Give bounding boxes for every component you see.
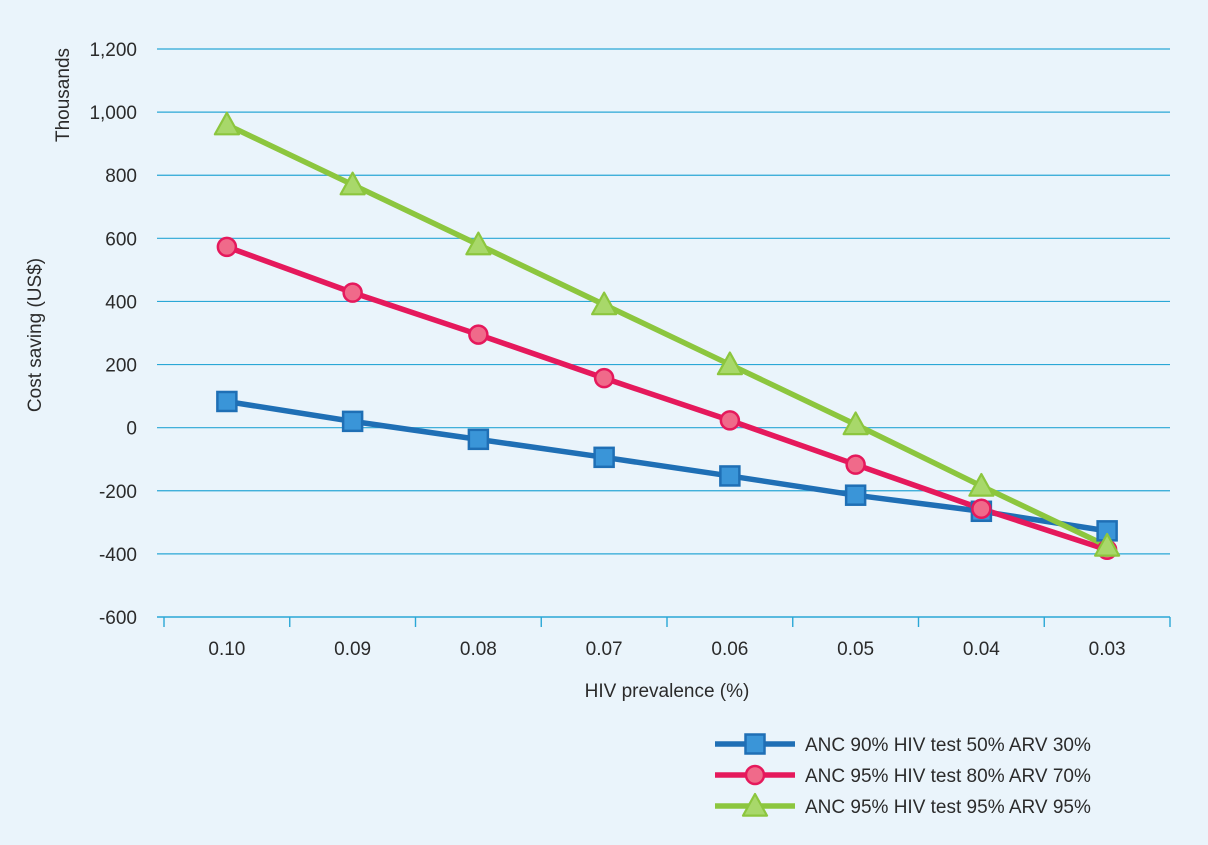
data-point-series-3 — [968, 472, 995, 497]
y-tick-label: 1,200 — [89, 40, 137, 61]
x-tick-label: 0.09 — [334, 639, 371, 660]
x-tick-label: 0.08 — [460, 639, 497, 660]
data-point-series-2 — [719, 410, 741, 431]
data-point-series-3 — [1094, 532, 1121, 557]
x-tick-label: 0.07 — [586, 639, 623, 660]
data-point-series-1 — [341, 410, 364, 433]
y-tick-label: 400 — [105, 292, 137, 313]
y-tick-label: 200 — [105, 356, 137, 377]
data-point-series-3 — [339, 171, 366, 196]
legend-marker-1 — [744, 733, 766, 755]
data-point-series-1 — [719, 465, 741, 487]
x-axis — [157, 616, 1171, 627]
y-tick-label: 1,000 — [89, 103, 137, 124]
y-tick-label: 800 — [105, 166, 137, 187]
gridlines — [157, 48, 1170, 555]
data-point-series-2 — [216, 236, 238, 258]
series-line-1 — [226, 398, 1108, 534]
series-line-3 — [225, 122, 1109, 549]
y-tick-label: -400 — [99, 545, 137, 566]
y-axis-title: Cost saving (US$) — [25, 258, 46, 412]
y-tick-label: -600 — [99, 608, 137, 629]
data-point-series-3 — [465, 231, 492, 256]
legend: ANC 90% HIV test 50% ARV 30% ANC 95% HIV … — [715, 733, 1091, 818]
data-point-series-2 — [593, 367, 615, 389]
legend-marker-3 — [741, 792, 769, 817]
series-line-2 — [225, 244, 1108, 553]
y-tick-label: -200 — [99, 482, 137, 503]
data-point-series-3 — [213, 111, 240, 136]
data-point-series-1 — [216, 390, 238, 413]
data-point-series-1 — [593, 446, 615, 469]
data-point-series-1 — [844, 484, 867, 506]
y-axis-unit-label: Thousands — [53, 48, 74, 142]
legend-label-1: ANC 90% HIV test 50% ARV 30% — [805, 735, 1091, 756]
data-point-series-1 — [467, 428, 490, 451]
legend-label-2: ANC 95% HIV test 80% ARV 70% — [805, 766, 1091, 787]
data-point-series-2 — [845, 454, 866, 475]
legend-marker-2 — [744, 764, 766, 786]
x-tick-label: 0.10 — [208, 639, 245, 660]
series-lines — [225, 122, 1109, 553]
data-point-series-3 — [842, 411, 869, 436]
data-point-series-3 — [591, 291, 618, 316]
data-point-series-2 — [342, 282, 363, 303]
data-point-series-2 — [971, 498, 992, 520]
x-tick-label: 0.06 — [711, 639, 748, 660]
x-tick-label: 0.05 — [837, 639, 874, 660]
y-axis-tick-labels: -600 -400 -200 0 200 400 600 800 1,000 1,200 — [89, 40, 137, 629]
x-tick-label: 0.03 — [1089, 639, 1126, 660]
x-axis-title: HIV prevalence (%) — [585, 681, 750, 702]
y-tick-label: 600 — [105, 229, 137, 250]
y-tick-label: 0 — [126, 419, 137, 440]
data-point-series-3 — [716, 351, 743, 376]
data-point-series-2 — [468, 324, 489, 345]
x-tick-label: 0.04 — [963, 639, 1000, 660]
legend-label-3: ANC 95% HIV test 95% ARV 95% — [805, 797, 1091, 818]
x-axis-tick-labels: 0.10 0.09 0.08 0.07 0.06 0.05 0.04 0.03 — [208, 639, 1125, 660]
series-markers — [213, 111, 1121, 561]
